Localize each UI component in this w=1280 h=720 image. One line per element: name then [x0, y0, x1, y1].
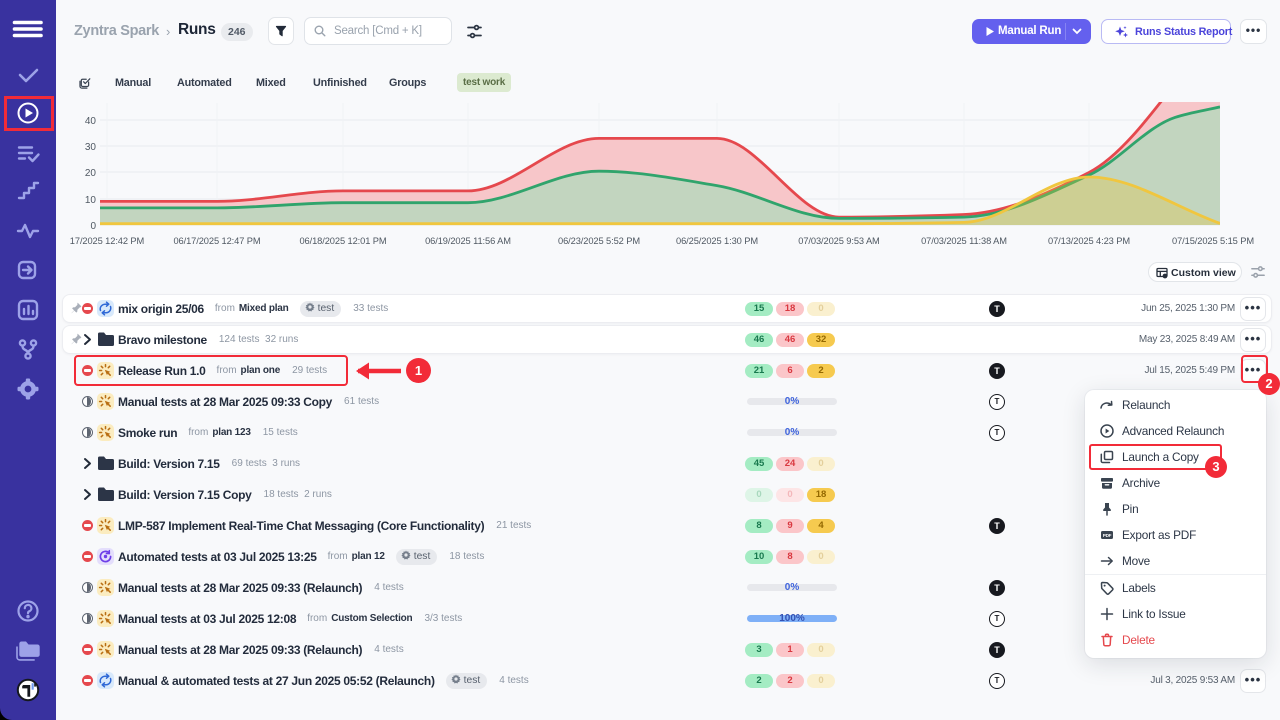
svg-text:06/23/2025 5:52 PM: 06/23/2025 5:52 PM: [558, 236, 640, 246]
svg-text:06/18/2025 12:01 PM: 06/18/2025 12:01 PM: [299, 236, 386, 246]
svg-text:PDF: PDF: [1103, 533, 1112, 538]
svg-text:06/19/2025 11:56 AM: 06/19/2025 11:56 AM: [425, 236, 511, 246]
svg-text:20: 20: [85, 168, 97, 179]
svg-text:06/17/2025 12:47 PM: 06/17/2025 12:47 PM: [173, 236, 260, 246]
svg-text:40: 40: [85, 116, 97, 127]
svg-text:30: 30: [85, 142, 97, 153]
svg-text:0: 0: [90, 221, 96, 232]
svg-text:07/03/2025 11:38 AM: 07/03/2025 11:38 AM: [921, 236, 1007, 246]
svg-text:17/2025 12:42 PM: 17/2025 12:42 PM: [70, 236, 144, 246]
svg-text:07/15/2025 5:15 PM: 07/15/2025 5:15 PM: [1172, 236, 1254, 246]
svg-text:07/13/2025 4:23 PM: 07/13/2025 4:23 PM: [1048, 236, 1130, 246]
svg-text:10: 10: [85, 195, 97, 206]
svg-text:07/03/2025 9:53 AM: 07/03/2025 9:53 AM: [798, 236, 879, 246]
svg-text:06/25/2025 1:30 PM: 06/25/2025 1:30 PM: [676, 236, 758, 246]
